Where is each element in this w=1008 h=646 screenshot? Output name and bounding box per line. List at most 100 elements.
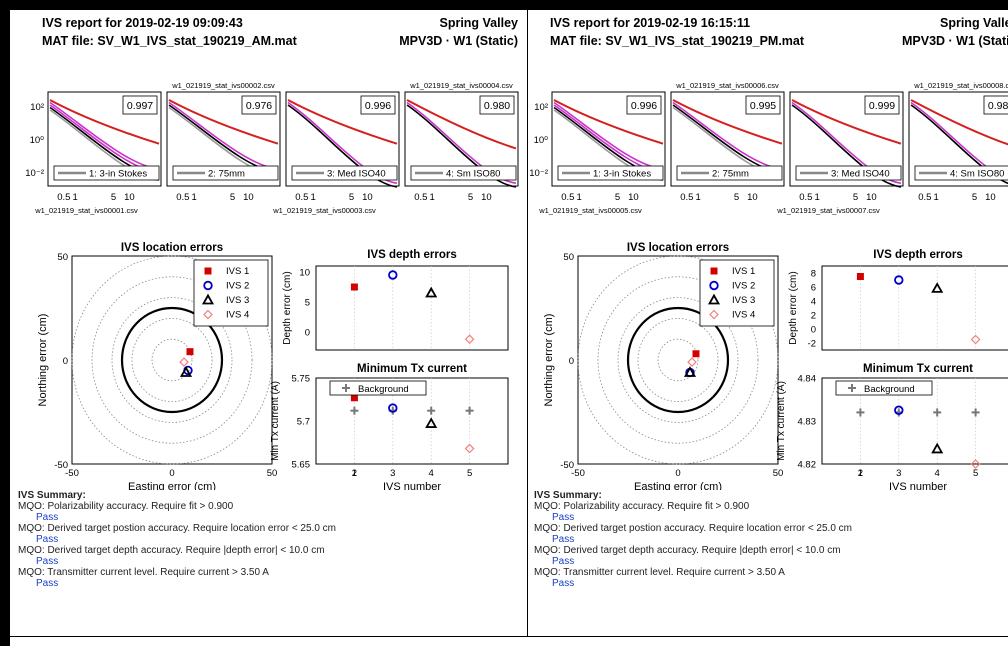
- current-point: [894, 405, 904, 415]
- x-tick-label: 10: [628, 192, 639, 203]
- site-name: Spring Valley: [439, 16, 518, 30]
- summary-line: MQO: Transmitter current level. Require …: [534, 567, 785, 578]
- x-tick-label: 4: [935, 468, 940, 479]
- x-tick-label: 10: [866, 192, 877, 203]
- y-axis-label: Northing error (cm): [543, 314, 555, 407]
- pass-status: Pass: [36, 556, 59, 567]
- legend-marker: [709, 309, 719, 320]
- report-title: IVS report for 2019-02-19 16:15:11: [550, 16, 751, 30]
- x-tick-label: 3: [896, 468, 901, 479]
- fit-box: [122, 95, 158, 115]
- legend-marker: [203, 309, 213, 320]
- x-tick-label: -50: [571, 468, 585, 479]
- x-tick-label: 0.5: [57, 192, 70, 203]
- location-chart-title: IVS location errors: [627, 242, 729, 254]
- x-tick-label: 5: [972, 192, 977, 203]
- x-tick-label: 4: [429, 468, 434, 479]
- y-tick-label: 10²: [30, 102, 44, 113]
- current-chart-title: Minimum Tx current: [357, 363, 467, 375]
- fit-box: [360, 95, 396, 115]
- y-tick-label: 50: [563, 252, 574, 263]
- x-tick-label: 5: [111, 192, 116, 203]
- depth-axes: [821, 265, 1008, 351]
- grid-circle: [111, 297, 233, 423]
- legend-label: IVS 3: [732, 295, 755, 306]
- x-tick-label: 1: [695, 192, 700, 203]
- y-tick-label: 0: [569, 356, 574, 367]
- x-tick-label: 5: [349, 192, 354, 203]
- polarizability-legend: [914, 165, 1008, 181]
- polarizability-curve: [406, 99, 517, 150]
- polarizability-curve: [553, 99, 664, 145]
- x-tick-label: 0.5: [561, 192, 574, 203]
- grid-circle: [151, 338, 193, 382]
- summary-line: MQO: Transmitter current level. Require …: [18, 567, 269, 578]
- y-tick-label: 8: [811, 269, 816, 280]
- legend-label: 1: 3-in Stokes: [89, 169, 147, 180]
- fit-value: 0.995: [750, 100, 776, 112]
- grid-circle: [657, 338, 699, 382]
- x-tick-label: 5: [467, 468, 472, 479]
- summary-line: MQO: Derived target depth accuracy. Requ…: [18, 545, 325, 556]
- ivs-point: [692, 350, 700, 358]
- fit-box: [241, 95, 277, 115]
- x-tick-label: 0.5: [799, 192, 812, 203]
- fit-box: [864, 95, 900, 115]
- polarizability-legend: [410, 165, 517, 181]
- report-frame: IVS report for 2019-02-19 09:09:43 MAT f…: [8, 8, 1008, 646]
- y-tick-label: 4.82: [798, 460, 817, 471]
- x-tick-label: 1: [933, 192, 938, 203]
- y-tick-label: 10⁰: [30, 135, 45, 146]
- summary-line: MQO: Derived target postion accuracy. Re…: [534, 523, 853, 534]
- file-label: w1_021919_stat_ivs00007.csv: [776, 206, 880, 215]
- grid-circle: [637, 317, 719, 402]
- ivs-summary: IVS Summary: MQO: Polarizability accurac…: [534, 490, 852, 589]
- fit-value: 0.996: [631, 100, 657, 112]
- polarizability-legend: [291, 165, 398, 181]
- y-tick-label: 0: [63, 356, 68, 367]
- grid-circle: [91, 276, 253, 444]
- polarizability-curve: [910, 101, 1008, 181]
- footer-strip: [10, 636, 1008, 646]
- ivs-summary: IVS Summary: MQO: Polarizability accurac…: [18, 490, 336, 589]
- grid-circle: [131, 317, 213, 402]
- legend-label: IVS 4: [226, 310, 249, 321]
- y-tick-label: 10⁻²: [25, 168, 44, 179]
- y-axis-label: Min Tx current (A): [270, 381, 281, 461]
- grid-circle: [577, 255, 779, 465]
- x-tick-label: 2: [352, 468, 357, 479]
- grid-circle: [617, 297, 739, 423]
- current-point: [464, 443, 475, 454]
- x-tick-label: 1: [429, 192, 434, 203]
- ivs-point: [683, 366, 697, 377]
- y-tick-label: 5: [305, 298, 310, 309]
- x-tick-label: 1: [576, 192, 581, 203]
- y-tick-label: 4.83: [798, 417, 817, 428]
- legend-label: 3: Med ISO40: [831, 169, 890, 180]
- polarizability-curve: [910, 104, 1008, 185]
- fit-box: [479, 95, 515, 115]
- polarizability-curve: [406, 104, 517, 188]
- current-point: [350, 394, 358, 402]
- legend-label: 4: Sm ISO80: [950, 169, 1004, 180]
- legend-label: 4: Sm ISO80: [446, 169, 500, 180]
- legend-marker: [709, 280, 719, 291]
- y-tick-label: 10²: [534, 102, 548, 113]
- y-tick-label: 5.7: [297, 417, 310, 428]
- fit-box: [745, 95, 781, 115]
- y-tick-label: -50: [560, 460, 574, 471]
- legend-label: Background: [358, 384, 409, 395]
- location-chart-title: IVS location errors: [121, 242, 223, 254]
- summary-title: IVS Summary:: [534, 490, 602, 501]
- y-tick-label: 4.84: [798, 374, 817, 385]
- y-tick-label: 5.65: [292, 460, 311, 471]
- file-label: w1_021919_stat_ivs00001.csv: [34, 206, 138, 215]
- legend-marker: [204, 267, 212, 275]
- x-tick-label: 5: [973, 468, 978, 479]
- polarizability-curve: [791, 104, 902, 188]
- x-axis-label: IVS number: [383, 481, 441, 490]
- grid-circle: [71, 255, 273, 465]
- x-tick-label: 1: [858, 468, 863, 479]
- ivs-report-pm: IVS report for 2019-02-19 16:15:11 MAT f…: [527, 10, 1008, 636]
- y-axis-label: Northing error (cm): [37, 314, 49, 407]
